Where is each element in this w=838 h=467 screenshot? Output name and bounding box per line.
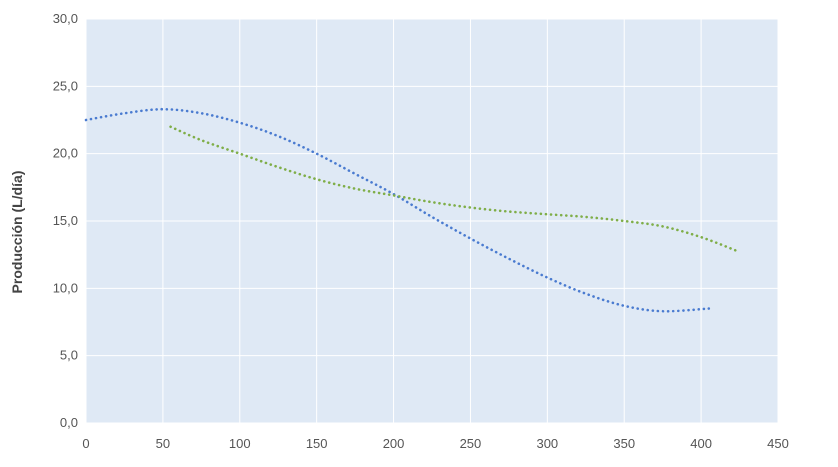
series-2-line [169, 125, 741, 254]
series-layer [84, 107, 741, 313]
y-tick-label: 0,0 [60, 415, 78, 430]
x-tick-label: 150 [306, 436, 328, 451]
series-1-line [84, 107, 711, 313]
y-tick-label: 25,0 [53, 78, 78, 93]
y-tick-label: 30,0 [53, 11, 78, 26]
x-tick-labels: 0 50 100 150 200 250 300 350 400 450 [82, 436, 788, 451]
x-tick-label: 50 [156, 436, 170, 451]
x-tick-label: 400 [690, 436, 712, 451]
x-tick-label: 450 [767, 436, 789, 451]
x-tick-label: 350 [613, 436, 635, 451]
x-tick-label: 100 [229, 436, 251, 451]
y-tick-labels: 0,0 5,0 10,0 15,0 20,0 25,0 30,0 [53, 11, 78, 430]
y-tick-label: 10,0 [53, 280, 78, 295]
gridlines [85, 18, 779, 424]
y-axis-title: Producción (L/día) [9, 171, 25, 294]
x-tick-label: 250 [460, 436, 482, 451]
y-tick-label: 5,0 [60, 348, 78, 363]
y-tick-label: 20,0 [53, 146, 78, 161]
x-tick-label: 300 [536, 436, 558, 451]
y-tick-label: 15,0 [53, 213, 78, 228]
x-tick-label: 0 [82, 436, 89, 451]
x-tick-label: 200 [383, 436, 405, 451]
